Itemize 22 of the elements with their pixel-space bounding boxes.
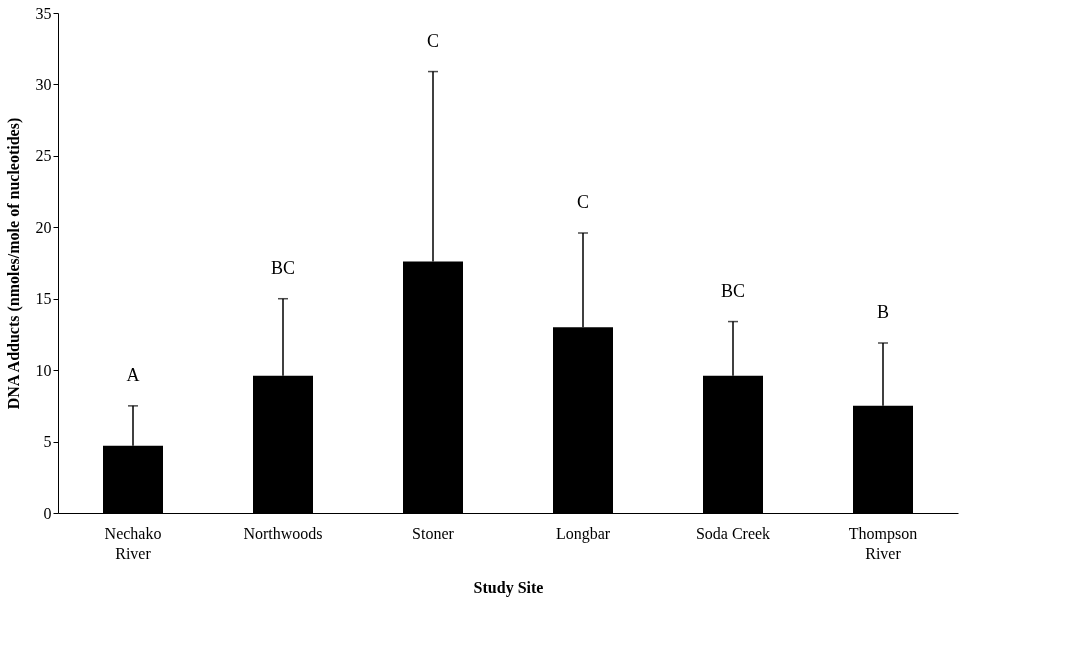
y-tick-label: 30 (35, 75, 52, 93)
y-axis-title: DNA Adducts (nmoles/mole of nucleotides) (4, 117, 23, 410)
annotation: C (426, 30, 440, 51)
y-tick-label: 35 (35, 4, 52, 22)
annotation: A (126, 364, 140, 385)
y-tick-label: 5 (43, 433, 52, 451)
x-tick-label: Soda Creek (695, 524, 771, 542)
y-tick-label: 0 (43, 504, 52, 522)
x-tick-label: Nechako River (104, 524, 162, 562)
x-tick-label: Thompson River (848, 524, 918, 562)
y-tick-label: 15 (35, 290, 52, 308)
annotation: BC (270, 257, 296, 278)
x-tick-label: Northwoods (243, 524, 323, 542)
y-tick-label: 25 (35, 147, 52, 165)
annotation: BC (720, 280, 746, 301)
annotation: B (876, 302, 890, 322)
x-axis-title: Study Site (473, 578, 544, 597)
x-tick-label: Longbar (555, 524, 611, 543)
x-tick-label: Stoner (412, 524, 455, 542)
annotation: C (576, 192, 590, 212)
y-tick-label: 20 (35, 218, 52, 236)
y-tick-label: 10 (35, 361, 52, 379)
